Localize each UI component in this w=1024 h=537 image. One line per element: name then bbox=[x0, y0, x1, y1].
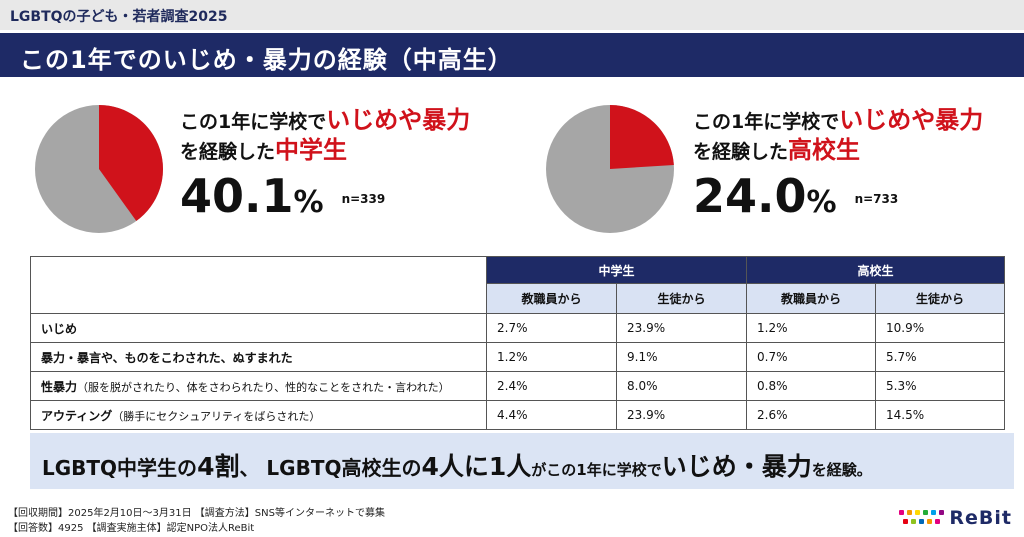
footer-survey-info: 【回収期間】2025年2月10日～3月31日 【調査方法】SNS等インターネット… bbox=[8, 508, 385, 519]
table-corner bbox=[30, 256, 487, 314]
table-cell: 5.7% bbox=[875, 342, 1006, 372]
summary-text: LGBTQ中学生の4割、 LGBTQ高校生の4人に1人がこの1年に学校でいじめ・… bbox=[42, 447, 872, 483]
table-cell: 9.1% bbox=[615, 342, 748, 372]
page-title: この1年でのいじめ・暴力の経験（中高生） bbox=[20, 46, 513, 74]
column-header: 教職員から bbox=[486, 283, 617, 314]
row-label-text: いじめ bbox=[41, 321, 78, 336]
survey-label-band: LGBTQの子ども・若者調査2025 bbox=[0, 0, 1024, 30]
table-cell: 14.5% bbox=[875, 400, 1006, 430]
column-header: 教職員から bbox=[746, 283, 877, 314]
row-label: 暴力・暴言や、ものをこわされた、ぬすまれた bbox=[30, 342, 487, 372]
summary-emphasis: 4割 bbox=[197, 452, 240, 481]
stat-value: 24.0 bbox=[693, 169, 807, 223]
sample-size: n=733 bbox=[854, 191, 899, 206]
junior-high-stat: この1年に学校でいじめや暴力 を経験した中学生 40.1% n=339 bbox=[180, 106, 470, 229]
pie-slice-experienced bbox=[99, 105, 163, 222]
row-label-text: 性暴力 bbox=[41, 379, 78, 394]
logo-text: ReBit bbox=[949, 507, 1012, 529]
stat-text: を経験した bbox=[180, 141, 276, 163]
table-row: 暴力・暴言や、ものをこわされた、ぬすまれた 1.2% 9.1% 0.7% 5.7… bbox=[30, 342, 1006, 372]
stat-highlight: いじめや暴力 bbox=[839, 106, 984, 134]
column-header: 生徒から bbox=[875, 283, 1006, 314]
survey-label: LGBTQの子ども・若者調査2025 bbox=[10, 9, 228, 25]
group-header-junior: 中学生 bbox=[485, 256, 748, 284]
stat-value-line: 40.1% n=339 bbox=[180, 170, 470, 229]
table-group-header-row: 中学生 高校生 bbox=[30, 256, 1006, 314]
row-label: 性暴力（服を脱がされたり、体をさわられたり、性的なことをされた・言われた） bbox=[30, 371, 487, 401]
summary-part: を経験。 bbox=[811, 461, 872, 479]
stat-text: この1年に学校で bbox=[693, 111, 840, 133]
summary-banner: LGBTQ中学生の4割、 LGBTQ高校生の4人に1人がこの1年に学校でいじめ・… bbox=[30, 433, 1014, 489]
table-cell: 2.4% bbox=[486, 371, 617, 401]
sample-size: n=339 bbox=[341, 191, 386, 206]
table-cell: 1.2% bbox=[746, 313, 877, 343]
summary-emphasis: 4人に1人 bbox=[421, 452, 532, 481]
title-bar: この1年でのいじめ・暴力の経験（中高生） bbox=[0, 33, 1024, 77]
table-subheader-row: 教職員から 生徒から 教職員から 生徒から bbox=[31, 283, 1006, 314]
senior-high-stat: この1年に学校でいじめや暴力 を経験した高校生 24.0% n=733 bbox=[693, 106, 983, 229]
table-cell: 10.9% bbox=[875, 313, 1006, 343]
stat-unit: % bbox=[806, 185, 837, 220]
table-row: アウティング（勝手にセクシュアリティをばらされた） 4.4% 23.9% 2.6… bbox=[30, 400, 1006, 430]
row-label-text: アウティング bbox=[41, 408, 113, 423]
stat-value: 40.1 bbox=[180, 169, 294, 223]
stat-highlight: 中学生 bbox=[275, 136, 348, 164]
rebit-dots-logo-icon bbox=[899, 508, 945, 528]
pie-slice-experienced bbox=[610, 105, 674, 169]
group-header-senior: 高校生 bbox=[746, 256, 1006, 284]
rebit-logo: ReBit bbox=[899, 507, 1012, 529]
row-label: アウティング（勝手にセクシュアリティをばらされた） bbox=[30, 400, 487, 430]
stat-value-line: 24.0% n=733 bbox=[693, 170, 983, 229]
summary-part: 、 LGBTQ高校生の bbox=[239, 456, 422, 480]
summary-emphasis: いじめ・暴力 bbox=[661, 452, 812, 481]
stat-text: を経験した bbox=[693, 141, 789, 163]
table-cell: 8.0% bbox=[615, 371, 748, 401]
table-cell: 0.8% bbox=[746, 371, 877, 401]
table-cell: 0.7% bbox=[746, 342, 877, 372]
stat-line-1: この1年に学校でいじめや暴力 bbox=[180, 106, 470, 136]
stat-line-2: を経験した中学生 bbox=[180, 136, 470, 166]
junior-high-pie-chart bbox=[35, 105, 163, 233]
table-cell: 2.7% bbox=[486, 313, 617, 343]
summary-part: がこの1年に学校で bbox=[531, 461, 662, 479]
table-cell: 1.2% bbox=[486, 342, 617, 372]
table-row: いじめ 2.7% 23.9% 1.2% 10.9% bbox=[30, 313, 1006, 343]
row-label-text: 暴力・暴言や、ものをこわされた、ぬすまれた bbox=[41, 350, 293, 365]
table-cell: 23.9% bbox=[615, 313, 748, 343]
stat-highlight: いじめや暴力 bbox=[326, 106, 471, 134]
table-row: 性暴力（服を脱がされたり、体をさわられたり、性的なことをされた・言われた） 2.… bbox=[30, 371, 1006, 401]
table-cell: 4.4% bbox=[486, 400, 617, 430]
stat-line-1: この1年に学校でいじめや暴力 bbox=[693, 106, 983, 136]
footer-respondent-info: 【回答数】4925 【調査実施主体】認定NPO法人ReBit bbox=[8, 523, 255, 534]
row-label-note: （勝手にセクシュアリティをばらされた） bbox=[112, 409, 321, 423]
stat-text: この1年に学校で bbox=[180, 111, 327, 133]
stat-highlight: 高校生 bbox=[788, 136, 861, 164]
stat-unit: % bbox=[293, 185, 324, 220]
experience-table: 中学生 高校生 教職員から 生徒から 教職員から 生徒から いじめ 2.7% 2… bbox=[30, 256, 1006, 430]
row-label: いじめ bbox=[30, 313, 487, 343]
row-label-note: （服を脱がされたり、体をさわられたり、性的なことをされた・言われた） bbox=[77, 380, 450, 394]
table-cell: 2.6% bbox=[746, 400, 877, 430]
table-cell: 23.9% bbox=[615, 400, 748, 430]
column-header: 生徒から bbox=[615, 283, 748, 314]
stat-line-2: を経験した高校生 bbox=[693, 136, 983, 166]
table-cell: 5.3% bbox=[875, 371, 1006, 401]
summary-part: LGBTQ中学生の bbox=[42, 456, 198, 480]
senior-high-pie-chart bbox=[546, 105, 674, 233]
